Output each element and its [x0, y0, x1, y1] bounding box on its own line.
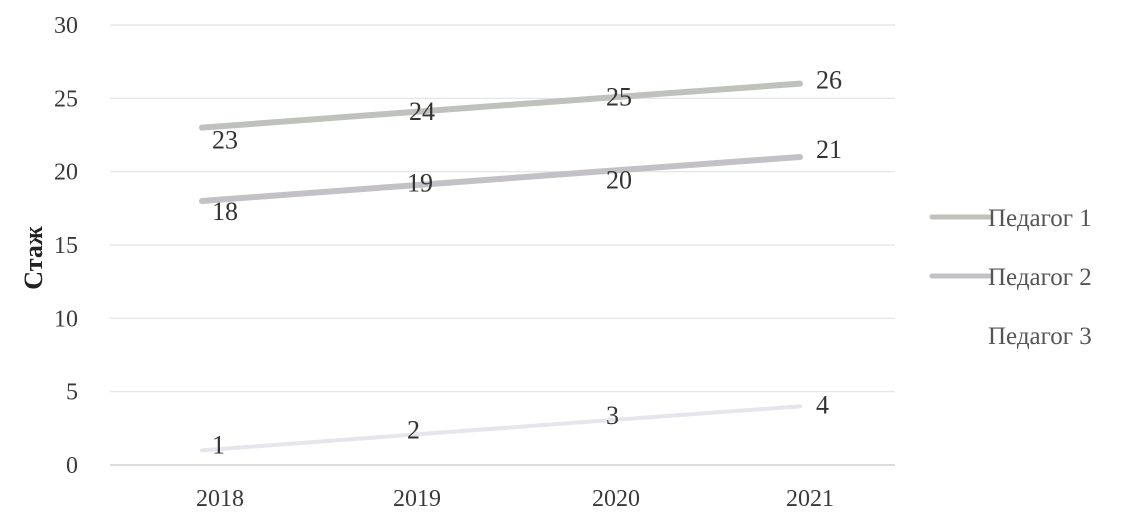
data-label: 4 — [816, 390, 829, 419]
x-axis: 2018 2019 2020 2021 — [196, 486, 834, 512]
x-tick-label: 2019 — [393, 486, 441, 512]
legend: Педагог 1 Педагог 2 Педагог 3 — [929, 205, 1092, 350]
series-lines — [199, 80, 803, 453]
data-label: 1 — [212, 430, 225, 459]
series-line-2 — [199, 154, 803, 204]
y-axis: 0 5 10 15 20 25 30 — [54, 13, 78, 479]
series-line-1 — [199, 80, 803, 131]
y-tick-label: 20 — [54, 160, 78, 186]
data-label: 3 — [606, 401, 619, 430]
data-label: 24 — [409, 97, 435, 126]
y-tick-label: 10 — [54, 306, 78, 332]
y-tick-label: 25 — [54, 86, 78, 112]
y-tick-label: 5 — [66, 380, 78, 406]
data-label: 21 — [816, 135, 842, 164]
y-tick-label: 15 — [54, 233, 78, 259]
legend-entry-3: Педагог 3 — [988, 323, 1092, 350]
data-label: 2 — [407, 416, 420, 445]
data-label: 25 — [606, 82, 632, 111]
y-axis-label: Стаж — [19, 226, 48, 290]
legend-entry-1: Педагог 1 — [988, 205, 1092, 232]
data-label: 23 — [212, 126, 238, 155]
gridlines — [110, 24, 895, 466]
series-line-3 — [200, 404, 802, 453]
y-tick-label: 0 — [66, 453, 78, 479]
data-label: 20 — [606, 166, 632, 195]
y-tick-label: 30 — [54, 13, 78, 39]
data-label: 26 — [816, 66, 842, 95]
x-tick-label: 2018 — [196, 486, 244, 512]
x-tick-label: 2020 — [592, 486, 640, 512]
legend-entry-2: Педагог 2 — [988, 264, 1092, 291]
data-label: 18 — [212, 197, 238, 226]
x-tick-label: 2021 — [786, 486, 834, 512]
data-label: 19 — [407, 168, 433, 197]
